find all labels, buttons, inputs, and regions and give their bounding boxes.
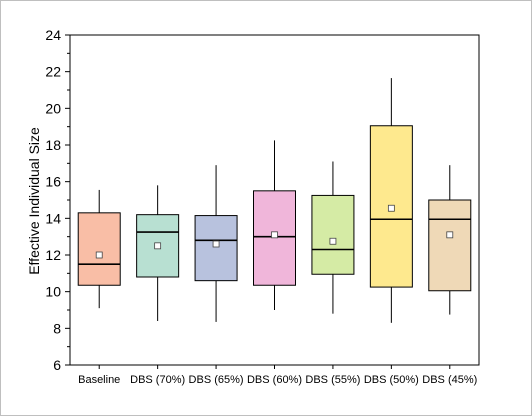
y-tick-label: 20 xyxy=(45,100,61,116)
box xyxy=(428,199,472,292)
mean-marker xyxy=(212,240,220,248)
mean-marker xyxy=(271,231,278,239)
mean-marker xyxy=(446,231,454,239)
box xyxy=(311,194,355,275)
y-tick-label: 10 xyxy=(45,284,61,300)
y-tick-label: 8 xyxy=(53,320,61,336)
box xyxy=(253,190,296,286)
mean-marker xyxy=(95,251,103,259)
y-tick-label: 24 xyxy=(45,27,61,43)
box-group xyxy=(253,140,296,310)
y-axis-label: Effective Individual Size xyxy=(26,127,42,275)
box-group xyxy=(428,165,472,315)
box-group xyxy=(369,78,413,323)
boxes xyxy=(77,78,472,323)
y-tick-label: 18 xyxy=(45,137,61,153)
y-tick-label: 6 xyxy=(53,357,61,373)
box-group xyxy=(77,189,121,309)
box-group xyxy=(194,165,238,322)
y-tick-label: 22 xyxy=(45,64,61,80)
x-tick-label: DBS (45%) xyxy=(422,374,477,386)
x-tick-label: DBS (50%) xyxy=(364,374,419,386)
x-tick-label: DBS (55%) xyxy=(305,374,360,386)
y-axis: 6 8 10 12 14 16 18 20 22 24 xyxy=(45,27,70,373)
mean-marker xyxy=(329,237,337,245)
box xyxy=(194,215,238,282)
x-tick-label: DBS (60%) xyxy=(247,374,302,386)
x-tick-label: DBS (70%) xyxy=(130,374,185,386)
y-tick-label: 14 xyxy=(45,210,61,226)
x-axis: Baseline DBS (70%) DBS (65%) DBS (60%) DBS (… xyxy=(78,365,477,386)
mean-marker xyxy=(154,242,162,250)
box-group xyxy=(311,161,355,314)
y-tick-label: 16 xyxy=(45,174,61,190)
mean-marker xyxy=(387,204,395,212)
y-tick-label: 12 xyxy=(45,247,61,263)
x-tick-label: Baseline xyxy=(78,374,120,386)
box-group xyxy=(136,185,180,321)
x-tick-label: DBS (65%) xyxy=(189,374,244,386)
box xyxy=(77,212,121,286)
